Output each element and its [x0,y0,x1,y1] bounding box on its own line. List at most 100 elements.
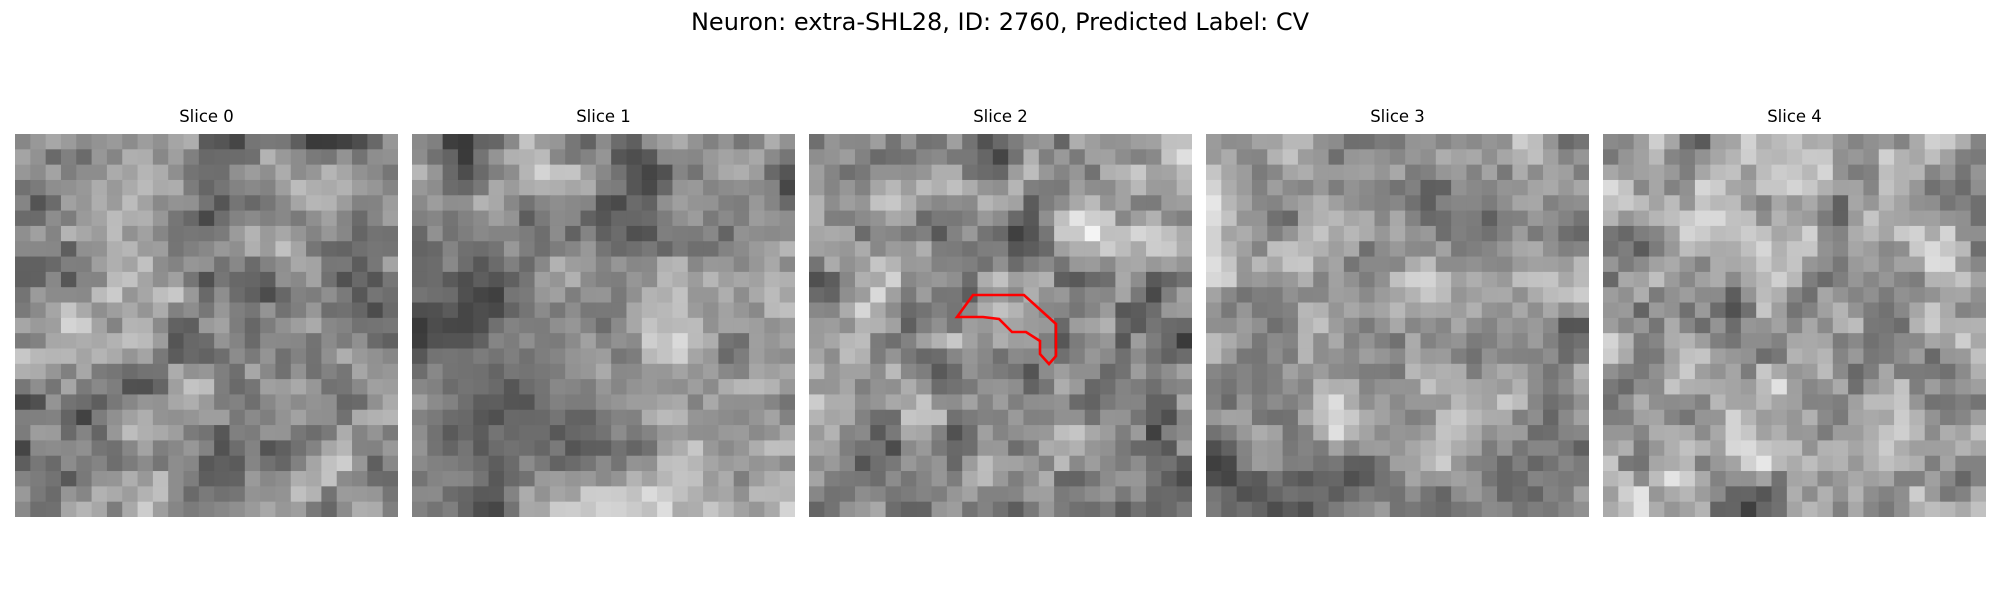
slice-pixel [565,134,582,150]
slice-pixel [503,394,520,411]
slice-pixel [1435,363,1452,380]
slice-pixel [91,317,108,334]
slice-pixel [1084,409,1101,426]
slice-pixel [1924,486,1941,503]
slice-pixel [1633,486,1650,503]
slice-pixel [367,425,384,441]
slice-pixel [1497,348,1513,365]
slice-pixel [1389,379,1406,396]
slice-pixel [687,317,704,334]
slice-pixel [1451,287,1468,304]
slice-pixel [198,195,215,212]
slice-pixel [916,409,933,426]
slice-pixel [626,440,643,457]
slice-pixel [229,195,246,212]
slice-pixel [641,317,658,334]
slice-pixel [900,471,917,487]
slice-pixel [1694,440,1711,457]
slice-pixel [839,471,856,487]
slice-pixel [1359,241,1376,258]
slice-pixel [367,271,384,288]
slice-pixel [1756,179,1773,196]
slice-pixel [854,333,871,350]
slice-pixel [457,440,474,457]
slice-pixel [1343,471,1360,487]
slice-pixel [1451,425,1468,441]
slice-pixel [229,149,246,166]
slice-pixel [106,179,123,196]
slice-pixel [1527,241,1544,258]
slice-pixel [1115,379,1132,396]
slice-pixel [1251,471,1268,487]
slice-pixel [1146,486,1162,503]
slice-pixel [1038,501,1055,517]
slice-pixel [672,471,689,487]
slice-pixel [809,333,825,350]
slice-pixel [1236,471,1253,487]
slice-pixel [1603,363,1619,380]
slice-pixel [244,241,261,258]
slice-pixel [1451,134,1468,150]
slice-pixel [764,455,781,472]
slice-pixel [703,471,719,487]
slice-pixel [427,179,444,196]
slice-pixel [1313,348,1330,365]
slice-pixel [168,210,185,227]
slice-pixel [1023,425,1040,441]
slice-pixel [1146,455,1162,472]
slice-pixel [1069,425,1086,441]
slice-pixel [657,225,674,242]
slice-image-4 [1603,134,1986,517]
slice-pixel [214,287,231,304]
slice-pixel [764,195,781,212]
slice-pixel [1069,455,1086,472]
slice-pixel [977,302,994,319]
slice-pixel [290,256,307,273]
slice-pixel [519,149,536,166]
slice-pixel [1710,317,1727,334]
slice-pixel [321,164,338,181]
slice-pixel [1940,409,1956,426]
slice-pixel [15,256,31,273]
slice-pixel [352,210,368,227]
slice-pixel [1543,225,1559,242]
slice-pixel [1512,287,1529,304]
slice-pixel [1115,317,1132,334]
slice-pixel [1924,241,1941,258]
slice-pixel [641,394,658,411]
slice-pixel [45,394,62,411]
slice-pixel [1894,425,1910,441]
slice-pixel [885,455,902,472]
slice-pixel [488,501,505,517]
slice-pixel [1894,164,1910,181]
slice-pixel [1100,409,1116,426]
slice-pixel [1069,179,1086,196]
slice-pixel [412,317,428,334]
slice-pixel [1648,348,1665,365]
slice-pixel [457,317,474,334]
slice-title-3: Slice 3 [1370,107,1425,126]
slice-pixel [1710,455,1727,472]
slice-pixel [1359,149,1376,166]
slice-pixel [1146,210,1162,227]
slice-pixel [931,179,948,196]
slice-pixel [1023,363,1040,380]
slice-pixel [885,425,902,441]
slice-pixel [214,440,231,457]
slice-pixel [809,440,825,457]
slice-pixel [749,210,765,227]
slice-pixel [457,379,474,396]
slice-pixel [1161,379,1178,396]
slice-pixel [824,333,841,350]
slice-pixel [1497,379,1513,396]
slice-pixel [749,134,765,150]
slice-pixel [306,471,322,487]
slice-pixel [1832,455,1849,472]
slice-pixel [764,134,781,150]
slice-pixel [1343,271,1360,288]
slice-pixel [1848,440,1865,457]
slice-pixel [1648,333,1665,350]
slice-pixel [1251,317,1268,334]
slice-pixel [1955,210,1972,227]
slice-pixel [1648,440,1665,457]
